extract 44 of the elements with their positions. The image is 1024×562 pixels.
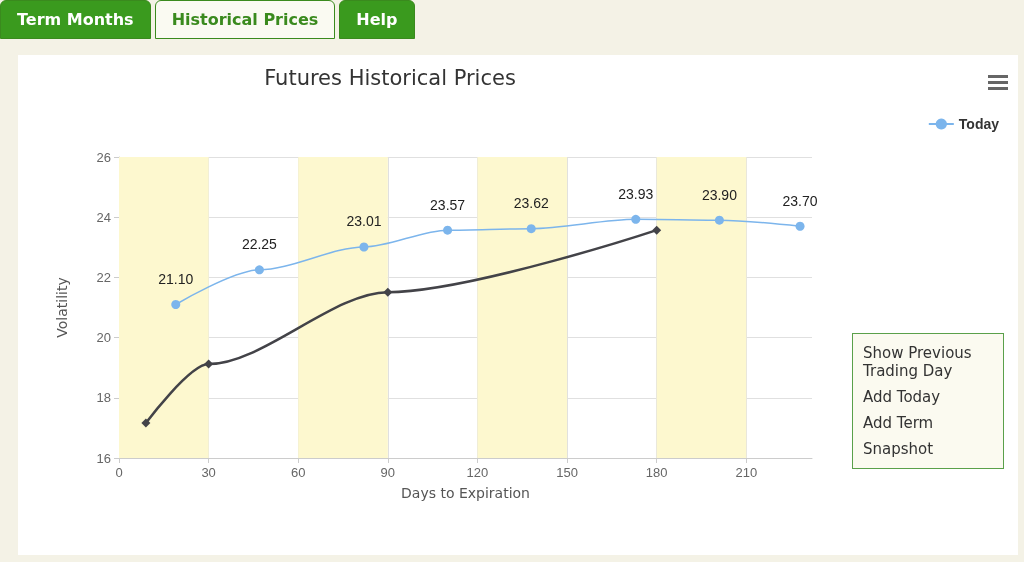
data-label: 23.62: [513, 195, 549, 212]
x-tick-label: 210: [735, 465, 758, 480]
text: Historical Prices: [154, 0, 336, 39]
point: [652, 225, 662, 235]
text: Add Term: [862, 413, 935, 434]
x-tick-label: 120: [466, 465, 489, 480]
data-label: 23.90: [701, 186, 738, 203]
y-axis-title: Volatility: [54, 277, 70, 338]
text: Term Months: [0, 0, 151, 39]
y-tick-label: 24: [96, 209, 111, 225]
text: Add Today: [862, 387, 942, 408]
point: [141, 418, 151, 428]
data-label: 22.25: [241, 236, 278, 253]
point: [631, 214, 641, 224]
legend-label: Today: [958, 116, 1000, 132]
data-label: 23.57: [430, 196, 466, 213]
x-axis-title: Days to Expiration: [401, 485, 530, 501]
y-tick-label: 20: [96, 330, 111, 346]
x-tick-label: 0: [115, 465, 123, 480]
data-label: 23.93: [618, 185, 654, 202]
point: [171, 299, 181, 309]
x-tick-label: 180: [645, 465, 668, 480]
chart-title: Futures Historical Prices: [264, 65, 516, 90]
point: [254, 265, 264, 275]
y-tick-label: 16: [96, 450, 111, 466]
point: [714, 215, 724, 225]
point: [359, 242, 369, 252]
point: [795, 221, 805, 231]
x-tick-label: 30: [201, 465, 216, 480]
text: Snapshot: [862, 439, 935, 460]
data-label: 21.10: [158, 270, 194, 287]
point: [443, 225, 453, 235]
y-tick-label: 22: [96, 269, 111, 285]
x-tick-label: 60: [290, 465, 306, 480]
y-tick-label: 26: [96, 149, 111, 165]
x-tick-label: 90: [380, 465, 396, 480]
data-label: 23.70: [782, 192, 818, 209]
text: Help: [339, 0, 415, 39]
x-tick-label: 150: [556, 465, 578, 480]
data-label: 23.01: [346, 213, 382, 230]
point: [383, 287, 393, 297]
point: [526, 224, 536, 234]
y-tick-label: 18: [96, 390, 111, 406]
text: Show Previous Trading Day: [862, 343, 973, 382]
